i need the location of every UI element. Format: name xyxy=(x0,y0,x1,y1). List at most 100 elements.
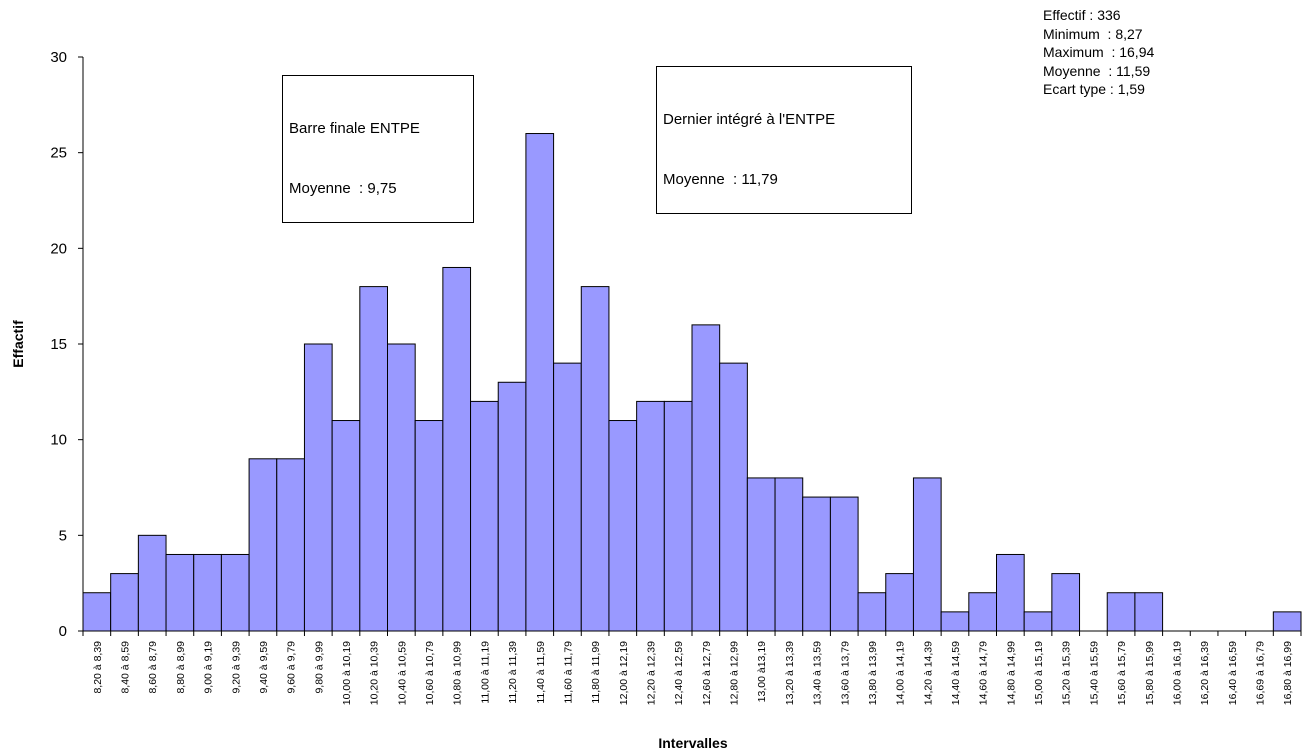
annotation-mean: Moyenne : 11,79 xyxy=(663,171,778,188)
x-tick-label: 14,80 à 14,99 xyxy=(1005,641,1017,705)
bar xyxy=(442,266,472,632)
x-tick-label: 16,00 à 16,19 xyxy=(1171,641,1183,705)
x-tick-label: 12,60 à 12,79 xyxy=(701,641,713,705)
x-tick-label: 8,60 à 8,79 xyxy=(147,641,159,694)
x-tick-label: 9,60 à 9,79 xyxy=(286,641,298,694)
x-tick-label: 15,20 à 15,39 xyxy=(1061,641,1073,705)
y-axis-title: Effactif xyxy=(10,320,26,368)
x-tick-label: 16,20 à 16,39 xyxy=(1199,641,1211,705)
bar xyxy=(1134,592,1164,632)
bar xyxy=(774,477,804,632)
x-tick-label: 15,40 à 15,59 xyxy=(1088,641,1100,705)
bar xyxy=(802,496,831,632)
x-tick-label: 8,40 à 8,59 xyxy=(120,641,132,694)
x-tick-label: 9,80 à 9,99 xyxy=(313,641,325,694)
bar xyxy=(165,553,195,632)
x-tick-label: 10,00 à 10,19 xyxy=(341,641,353,705)
x-tick-label: 11,80 à 11,99 xyxy=(590,641,602,704)
bar xyxy=(553,362,582,632)
y-tick-label: 15 xyxy=(50,336,67,353)
x-tick-label: 8,80 à 8,99 xyxy=(175,641,187,694)
annotation-box-final-bar: Barre finale ENTPE Moyenne : 9,75 xyxy=(282,75,474,223)
x-tick-label: 12,00 à 12,19 xyxy=(618,641,630,705)
x-tick-label: 13,60 à 13,79 xyxy=(839,641,851,705)
y-tick-label: 0 xyxy=(59,623,67,640)
bar xyxy=(857,592,887,632)
x-tick-label: 11,20 à 11,39 xyxy=(507,641,519,704)
bar xyxy=(1023,611,1053,632)
x-tick-label: 15,80 à 15,99 xyxy=(1144,641,1156,705)
bar xyxy=(137,534,167,632)
stat-count: Effectif : 336 xyxy=(1043,7,1121,23)
y-tick-label: 10 xyxy=(50,432,67,449)
y-tick-label: 5 xyxy=(59,527,67,544)
x-tick-label: 11,40 à 11,59 xyxy=(535,641,547,704)
stat-maximum: Maximum : 16,94 xyxy=(1043,44,1155,60)
x-tick-label: 10,20 à 10,39 xyxy=(369,641,381,705)
x-tick-label: 12,80 à 12,99 xyxy=(729,641,741,705)
bar xyxy=(1272,611,1302,632)
statistics-summary: Effectif : 336 Minimum : 8,27 Maximum : … xyxy=(1043,6,1154,99)
bar xyxy=(1051,573,1081,632)
x-tick-label: 13,00 à13,19 xyxy=(756,641,768,702)
x-tick-label: 16,40 à 16,59 xyxy=(1227,641,1239,705)
x-axis: 8,20 à 8,39 8,40 à 8,59 8,60 à 8,79 8,80 à … xyxy=(82,630,1302,705)
bar xyxy=(608,420,638,632)
x-tick-label: 16,80 à 16,99 xyxy=(1282,641,1294,705)
bar xyxy=(359,286,389,632)
x-tick-label: 13,80 à 13,99 xyxy=(867,641,879,705)
x-tick-label: 15,00 à 15,19 xyxy=(1033,641,1045,705)
bar xyxy=(470,400,499,632)
bar xyxy=(968,592,998,632)
x-tick-label: 15,60 à 15,79 xyxy=(1116,641,1128,705)
annotation-box-last-integrated: Dernier intégré à l'ENTPE Moyenne : 11,7… xyxy=(656,66,912,214)
x-axis-title: Intervalles xyxy=(658,735,727,751)
x-tick-label: 9,20 à 9,39 xyxy=(230,641,242,694)
stat-minimum: Minimum : 8,27 xyxy=(1043,25,1143,42)
x-tick-label: 14,00 à 14,19 xyxy=(895,641,907,705)
annotation-title: Barre finale ENTPE xyxy=(289,120,420,137)
x-tick-label: 10,40 à 10,59 xyxy=(396,641,408,705)
x-tick-label: 14,40 à 14,59 xyxy=(950,641,962,705)
bars-group xyxy=(82,133,1302,632)
stat-std-dev: Ecart type : 1,59 xyxy=(1043,81,1145,97)
bar xyxy=(331,420,361,632)
bar xyxy=(525,133,555,632)
x-tick-label: 14,60 à 14,79 xyxy=(978,641,990,705)
bar xyxy=(885,573,914,632)
x-tick-label: 13,40 à 13,59 xyxy=(812,641,824,705)
x-tick-label: 12,20 à 12,39 xyxy=(645,641,657,705)
bar xyxy=(636,400,665,632)
x-tick-label: 11,60 à 11,79 xyxy=(562,641,574,704)
x-tick-label: 10,80 à 10,99 xyxy=(452,641,464,705)
x-tick-label: 16,69 à 16,79 xyxy=(1254,641,1266,705)
bar xyxy=(82,592,112,632)
bar xyxy=(663,400,693,632)
x-tick-label: 11,00 à 11,19 xyxy=(479,641,491,704)
annotation-mean: Moyenne : 9,75 xyxy=(289,180,397,197)
x-tick-label: 13,20 à 13,39 xyxy=(784,641,796,705)
bar xyxy=(996,553,1025,632)
stat-mean: Moyenne : 11,59 xyxy=(1043,62,1151,79)
bar xyxy=(691,324,721,632)
bar xyxy=(276,458,305,632)
bar xyxy=(303,343,333,632)
bar xyxy=(387,343,416,632)
bar xyxy=(248,458,278,632)
x-tick-label: 10,60 à 10,79 xyxy=(424,641,436,705)
bar xyxy=(110,573,139,632)
x-tick-label: 9,00 à 9,19 xyxy=(203,641,215,694)
bar xyxy=(829,496,859,632)
y-tick-label: 30 xyxy=(50,49,67,66)
x-tick-label: 8,20 à 8,39 xyxy=(92,641,104,694)
bar xyxy=(497,381,527,632)
y-tick-label: 25 xyxy=(50,145,67,162)
x-tick-label: 14,20 à 14,39 xyxy=(922,641,934,705)
bar xyxy=(912,477,942,632)
x-tick-label: 9,40 à 9,59 xyxy=(258,641,270,694)
y-axis: 0 5 10 15 20 25 30 xyxy=(50,49,84,640)
bar xyxy=(580,286,610,632)
y-tick-label: 20 xyxy=(50,240,67,257)
bar xyxy=(414,420,444,632)
